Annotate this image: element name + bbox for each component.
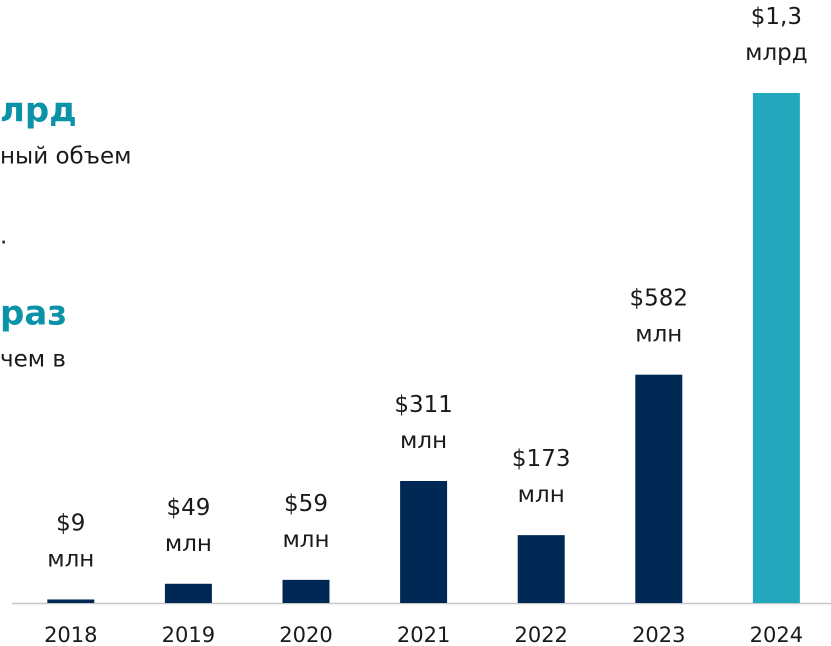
bar xyxy=(635,374,683,603)
value-label: $49 млн xyxy=(165,494,212,556)
x-tick-label: 2019 xyxy=(162,623,215,646)
annotation: лрд xyxy=(0,91,77,131)
value-label: $582 млн xyxy=(630,285,689,347)
bar xyxy=(400,480,448,603)
annotation: . xyxy=(0,224,7,250)
x-tick-label: 2021 xyxy=(397,623,450,646)
annotation: чем в xyxy=(0,347,66,373)
value-label: $9 млн xyxy=(47,510,94,572)
annotation: ный объем xyxy=(0,144,131,170)
x-tick-label: 2018 xyxy=(44,623,97,646)
value-label: $311 млн xyxy=(394,391,453,453)
bar xyxy=(517,535,565,603)
value-label: $1,3 млрд xyxy=(745,4,808,66)
bar xyxy=(47,599,95,603)
x-tick-label: 2022 xyxy=(514,623,567,646)
bar xyxy=(752,93,800,603)
x-tick-label: 2024 xyxy=(750,623,803,646)
annotation: раз xyxy=(0,294,67,334)
bar xyxy=(164,583,212,603)
value-label: $173 млн xyxy=(512,446,571,508)
x-tick-label: 2023 xyxy=(632,623,685,646)
value-label: $59 млн xyxy=(282,490,329,552)
x-tick-label: 2020 xyxy=(279,623,332,646)
bar xyxy=(282,579,330,603)
